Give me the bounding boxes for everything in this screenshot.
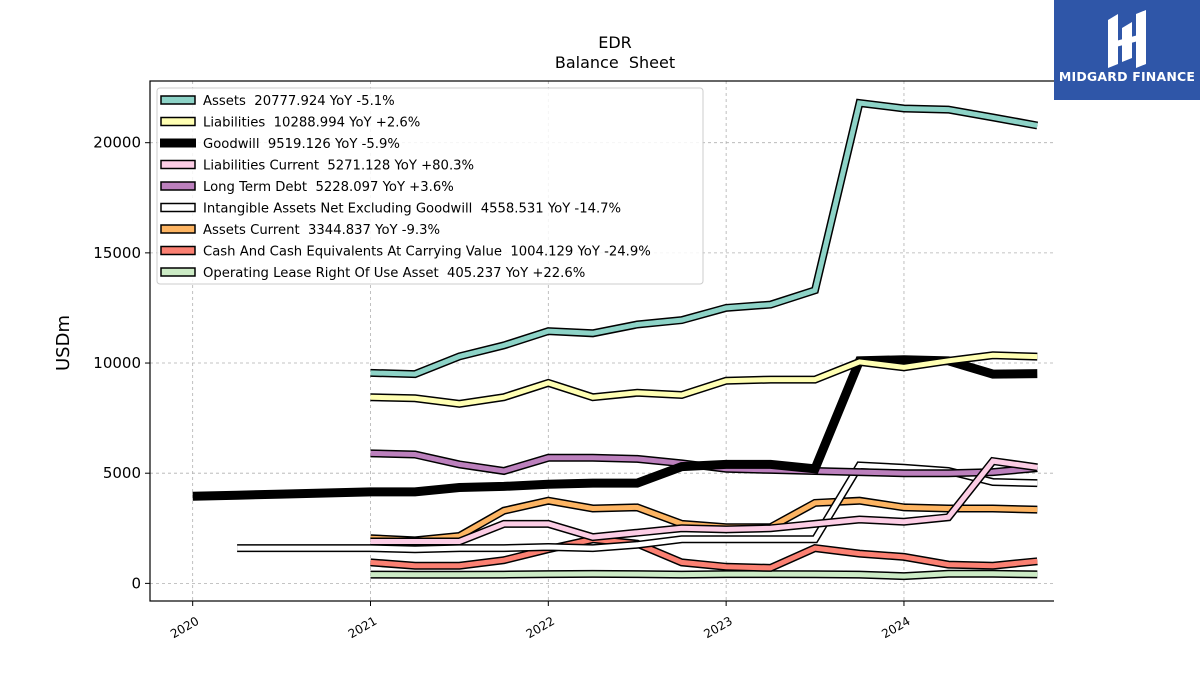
chart-subtitle: Balance Sheet bbox=[555, 53, 675, 72]
x-tick-label: 2024 bbox=[879, 614, 912, 641]
y-tick-label: 15000 bbox=[93, 244, 141, 262]
x-tick-label: 2023 bbox=[701, 614, 734, 641]
midgard-logo-icon bbox=[1108, 10, 1146, 68]
x-tick-label: 2022 bbox=[524, 614, 557, 641]
chart-title: EDR bbox=[598, 33, 632, 52]
x-tick-label: 2020 bbox=[168, 614, 201, 641]
legend-swatch bbox=[160, 116, 196, 127]
legend-swatch bbox=[160, 159, 196, 170]
series-line-intangible-assets-net-excluding-goodwill bbox=[237, 462, 1038, 552]
y-axis-label: USDm bbox=[53, 315, 74, 371]
midgard-finance-logo: MIDGARD FINANCE bbox=[1054, 0, 1200, 100]
y-tick-label: 10000 bbox=[93, 354, 141, 372]
legend-label: Liabilities 10288.994 YoY +2.6% bbox=[203, 116, 420, 131]
series-line-operating-lease-right-of-use-asset bbox=[370, 571, 1038, 579]
legend-swatch bbox=[160, 267, 196, 277]
legend-label: Long Term Debt 5228.097 YoY +3.6% bbox=[203, 180, 454, 195]
series-line-assets bbox=[370, 100, 1038, 377]
series-line-liabilities bbox=[370, 352, 1038, 407]
legend-label: Intangible Assets Net Excluding Goodwill… bbox=[203, 202, 621, 217]
legend-swatch bbox=[160, 95, 196, 105]
y-tick-label: 5000 bbox=[103, 464, 141, 482]
y-tick-label: 0 bbox=[131, 574, 141, 592]
legend-box bbox=[156, 87, 704, 285]
legend-label: Goodwill 9519.126 YoY -5.9% bbox=[203, 137, 400, 152]
legend-swatch bbox=[160, 202, 196, 213]
legend: Assets 20777.924 YoY -5.1% Liabilities 10… bbox=[156, 87, 704, 285]
x-tick-label: 2021 bbox=[346, 614, 379, 641]
legend-label: Assets Current 3344.837 YoY -9.3% bbox=[203, 223, 440, 238]
legend-swatch bbox=[160, 138, 196, 148]
balance-sheet-chart: EDR Balance Sheet USDm 2020 2021 2022 2023 2… bbox=[53, 33, 1054, 641]
series-line-goodwill bbox=[192, 355, 1038, 501]
legend-swatch bbox=[160, 181, 196, 191]
legend-label: Assets 20777.924 YoY -5.1% bbox=[203, 94, 395, 109]
legend-swatch bbox=[160, 245, 196, 256]
legend-swatch bbox=[160, 224, 196, 234]
legend-label: Operating Lease Right Of Use Asset 405.2… bbox=[203, 266, 585, 281]
y-tick-label: 20000 bbox=[93, 134, 141, 152]
logo-text: MIDGARD FINANCE bbox=[1058, 69, 1196, 84]
series-line-cash-and-cash-equivalents-at-carrying-value bbox=[370, 536, 1038, 571]
legend-label: Cash And Cash Equivalents At Carrying Va… bbox=[203, 245, 651, 260]
series-line-liabilities-current bbox=[370, 458, 1038, 544]
legend-label: Liabilities Current 5271.128 YoY +80.3% bbox=[203, 159, 474, 174]
series-lines bbox=[192, 98, 1039, 581]
plot-frame bbox=[149, 80, 1054, 602]
